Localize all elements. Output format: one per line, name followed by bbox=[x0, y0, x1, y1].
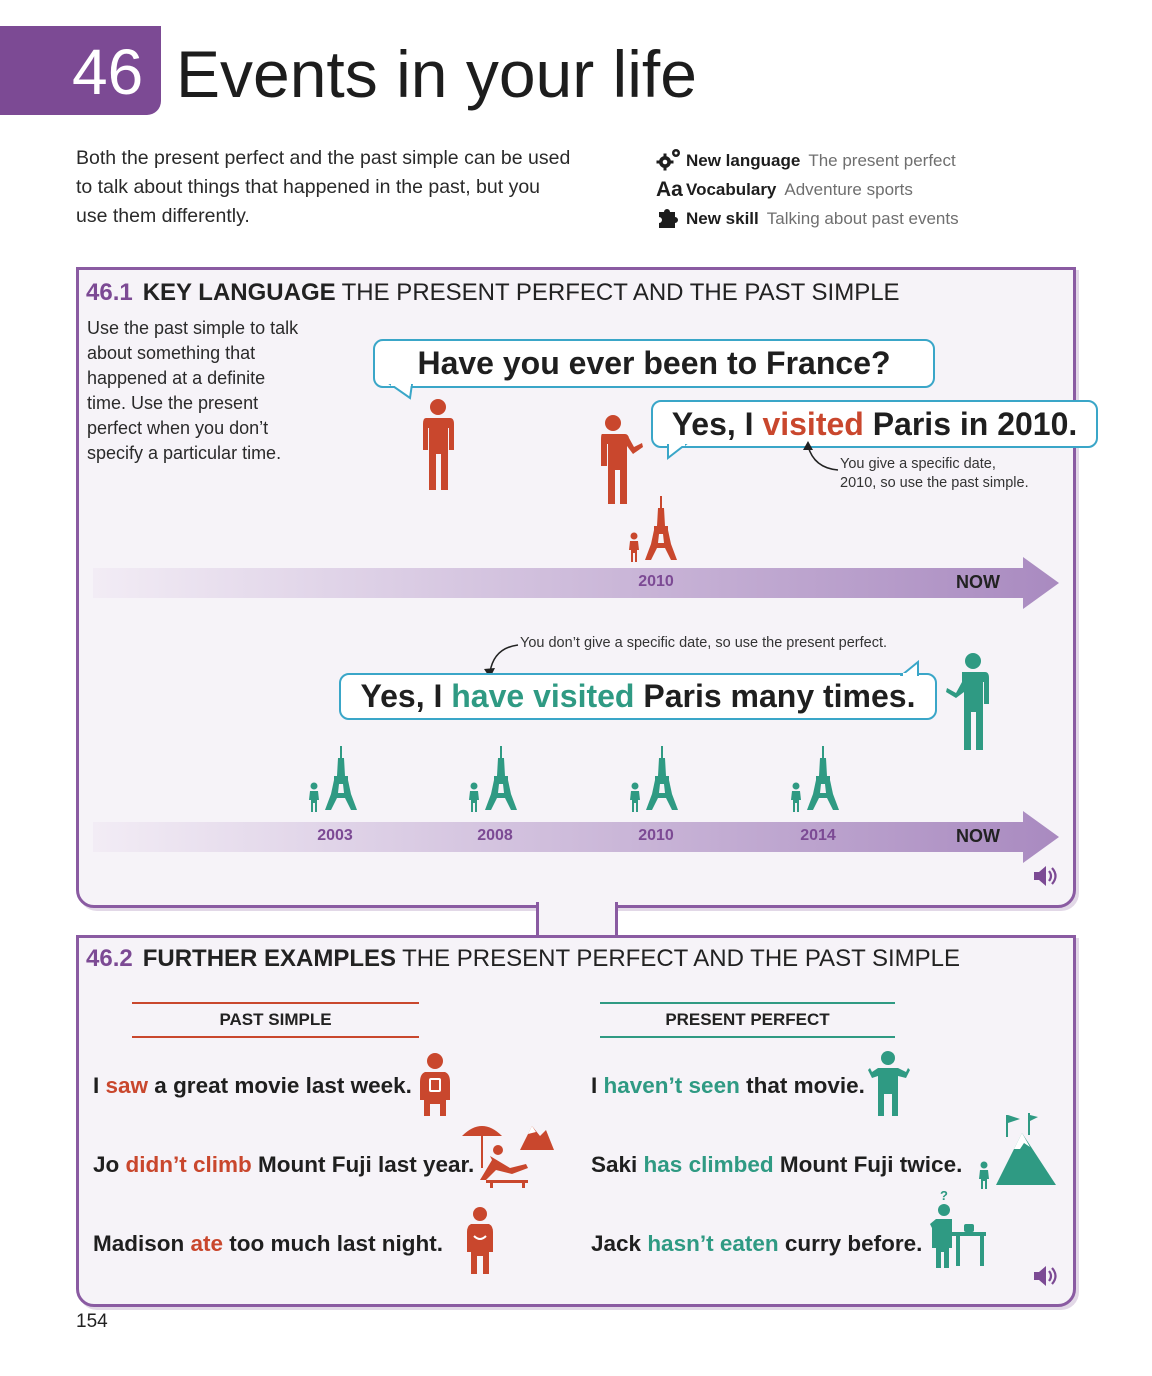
example-verb: didn’t climb bbox=[125, 1152, 252, 1177]
vocabulary-aa-icon: Aa bbox=[656, 175, 686, 204]
example-verb: hasn’t eaten bbox=[647, 1231, 779, 1256]
example-pre: Jack bbox=[591, 1231, 648, 1256]
past-example: I saw a great movie last week. bbox=[93, 1071, 412, 1101]
question-bubble: Have you ever been to France? bbox=[373, 339, 935, 388]
answer-past-bubble: Yes, I visited Paris in 2010. bbox=[651, 400, 1098, 448]
example-verb: ate bbox=[190, 1231, 224, 1256]
person-asking-icon bbox=[423, 399, 454, 490]
annotation-arrow bbox=[803, 441, 839, 471]
example-verb: haven’t seen bbox=[603, 1073, 740, 1098]
annotation-line: 2010, so use the past simple. bbox=[840, 475, 1029, 491]
goal-value: Talking about past events bbox=[766, 209, 959, 228]
overeating-person-icon bbox=[467, 1207, 493, 1274]
goal-new-skill: New skill Talking about past events bbox=[656, 204, 959, 233]
answer-pre: Yes, I bbox=[360, 678, 452, 714]
page-number: 154 bbox=[76, 1311, 108, 1332]
svg-text:?: ? bbox=[940, 1188, 948, 1203]
goal-label: Vocabulary bbox=[686, 180, 777, 199]
unit-tab bbox=[0, 26, 161, 115]
section-key: KEY LANGUAGE bbox=[142, 279, 336, 306]
section-number: 46.1 bbox=[86, 279, 133, 306]
past-example: Jo didn’t climb Mount Fuji last year. bbox=[93, 1150, 474, 1180]
bubble-tail bbox=[900, 660, 919, 676]
goal-label: New language bbox=[686, 151, 801, 170]
section-46-2-title: 46.2 FURTHER EXAMPLES THE PRESENT PERFECT … bbox=[86, 943, 960, 975]
example-post: a great movie last week. bbox=[148, 1073, 412, 1098]
past-simple-heading: PAST SIMPLE bbox=[132, 1002, 419, 1038]
perfect-example: Saki has climbed Mount Fuji twice. bbox=[591, 1150, 962, 1180]
answer-verb: visited bbox=[762, 406, 864, 442]
timeline-year: 2014 bbox=[800, 827, 836, 844]
eiffel-tower-icon bbox=[629, 496, 677, 562]
section-subtitle: THE PRESENT PERFECT AND THE PAST SIMPLE bbox=[341, 279, 900, 306]
example-pre: I bbox=[591, 1073, 604, 1098]
section-key: FURTHER EXAMPLES bbox=[142, 945, 397, 972]
answer-pre: Yes, I bbox=[671, 406, 763, 442]
movie-watcher-icon bbox=[420, 1053, 450, 1116]
eiffel-tower-icon bbox=[309, 746, 357, 812]
past-example: Madison ate too much last night. bbox=[93, 1229, 443, 1259]
goal-new-language: New language The present perfect bbox=[656, 146, 956, 175]
example-verb: has climbed bbox=[643, 1152, 774, 1177]
example-pre: Madison bbox=[93, 1231, 191, 1256]
timeline-year: 2008 bbox=[477, 827, 513, 844]
audio-speaker-icon[interactable] bbox=[1032, 1264, 1062, 1288]
answer-verb: have visited bbox=[451, 678, 635, 714]
example-post: Mount Fuji last year. bbox=[251, 1152, 475, 1177]
eiffel-tower-icon bbox=[630, 746, 678, 812]
page-title: Events in your life bbox=[176, 37, 697, 111]
eiffel-tower-icon bbox=[469, 746, 517, 812]
audio-speaker-icon[interactable] bbox=[1032, 864, 1062, 888]
answer-post: Paris in 2010. bbox=[863, 406, 1078, 442]
svg-text:Aa: Aa bbox=[656, 178, 683, 200]
answer-post: Paris many times. bbox=[634, 678, 916, 714]
person-answering-icon bbox=[601, 415, 643, 504]
section-number: 46.2 bbox=[86, 945, 133, 972]
eiffel-tower-icon bbox=[791, 746, 839, 812]
example-post: too much last night. bbox=[223, 1231, 444, 1256]
example-pre: Saki bbox=[591, 1152, 644, 1177]
annotation-line: You give a specific date, bbox=[840, 456, 996, 472]
perfect-example: Jack hasn’t eaten curry before. bbox=[591, 1229, 922, 1259]
answer-perfect-bubble: Yes, I have visited Paris many times. bbox=[339, 673, 937, 720]
annotation-past: You give a specific date, 2010, so use t… bbox=[840, 455, 1060, 493]
mountain-climber-icon bbox=[979, 1113, 1056, 1189]
goal-value: Adventure sports bbox=[784, 180, 913, 199]
example-pre: I bbox=[93, 1073, 106, 1098]
timeline-year: 2010 bbox=[638, 573, 674, 590]
timeline-year: 2003 bbox=[317, 827, 353, 844]
timeline-now: NOW bbox=[956, 572, 1000, 592]
gears-icon bbox=[656, 146, 686, 175]
example-pre: Jo bbox=[93, 1152, 126, 1177]
puzzle-icon bbox=[656, 204, 686, 233]
example-post: Mount Fuji twice. bbox=[773, 1152, 963, 1177]
beach-relaxing-icon bbox=[462, 1126, 554, 1188]
person-speaking-icon bbox=[946, 653, 989, 750]
goal-value: The present perfect bbox=[808, 151, 956, 170]
bubble-tail bbox=[388, 384, 414, 400]
unit-number: 46 bbox=[72, 36, 144, 108]
goal-vocabulary: Aa Vocabulary Adventure sports bbox=[656, 175, 913, 204]
intro-text: Both the present perfect and the past si… bbox=[76, 147, 571, 227]
timeline-arrow-2 bbox=[93, 811, 1059, 863]
further-examples-panel bbox=[76, 935, 1076, 1307]
timeline-now: NOW bbox=[956, 826, 1000, 846]
present-perfect-heading: PRESENT PERFECT bbox=[600, 1002, 895, 1038]
goal-label: New skill bbox=[686, 209, 759, 228]
shrugging-person-icon bbox=[868, 1051, 910, 1116]
example-post: curry before. bbox=[778, 1231, 923, 1256]
annotation-perfect: You don’t give a specific date, so use t… bbox=[520, 635, 888, 651]
curious-person-table-icon: ? bbox=[930, 1188, 986, 1268]
section-subtitle: THE PRESENT PERFECT AND THE PAST SIMPLE bbox=[402, 945, 960, 972]
example-verb: saw bbox=[105, 1073, 149, 1098]
perfect-example: I haven’t seen that movie. bbox=[591, 1071, 865, 1101]
timeline-year: 2010 bbox=[638, 827, 674, 844]
section-46-1-title: 46.1 KEY LANGUAGE THE PRESENT PERFECT AND … bbox=[86, 277, 900, 309]
timeline-arrow-1 bbox=[93, 557, 1059, 609]
example-post: that movie. bbox=[739, 1073, 865, 1098]
usage-note: Use the past simple to talk about someth… bbox=[87, 318, 299, 463]
bubble-tail bbox=[667, 444, 688, 461]
